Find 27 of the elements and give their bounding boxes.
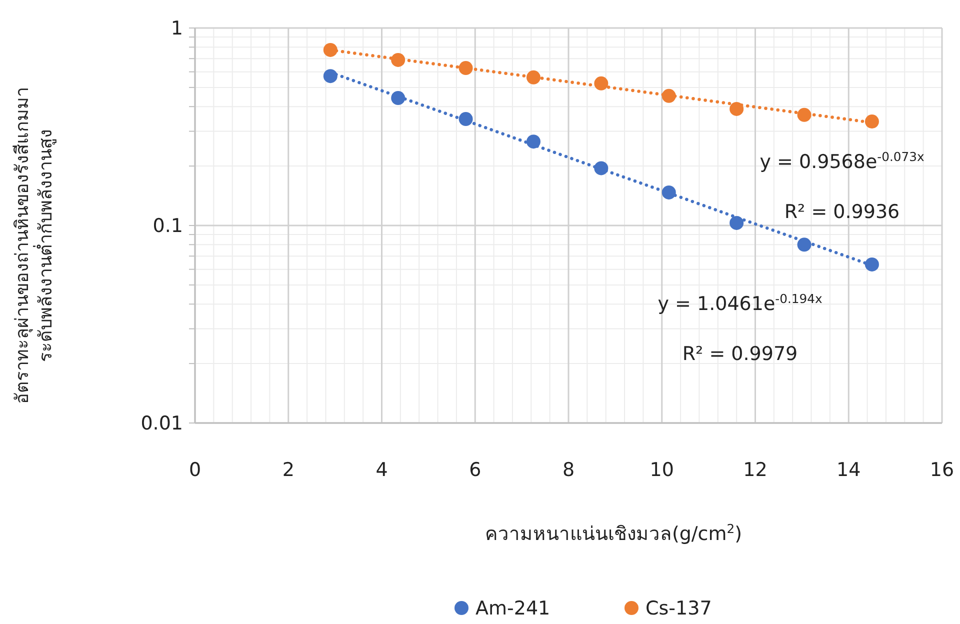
y-axis-title: อัตราทะลุผ่านของถ่านหินของรังสีแกมมา ระดับพลังงานต่ำกับพลังงานสูง: [12, 87, 56, 404]
x-tick-label: 6: [469, 459, 482, 481]
point: [864, 114, 879, 129]
y-tick-label: 1: [170, 18, 183, 40]
point: [864, 257, 879, 272]
x-tick-label: 10: [650, 459, 674, 481]
annotation: y = 0.9568e$^{-0.073x}$: [760, 150, 924, 173]
x-tick-label: 12: [743, 459, 768, 481]
x-tick-label: 4: [376, 459, 388, 481]
legend-label: Am-241: [476, 598, 550, 620]
point: [730, 102, 744, 116]
x-tick-label: 16: [930, 459, 954, 481]
x-tick-label: 8: [562, 459, 575, 481]
x-tick-label: 2: [282, 459, 294, 481]
y-tick-label: 0.1: [152, 215, 183, 238]
point: [323, 42, 338, 57]
legend-label: Cs-137: [646, 598, 712, 620]
x-axis-title: ความหนาแน่นเชิงมวล(g/cm$^{2}$): [484, 522, 742, 545]
x-tick-label: 14: [836, 459, 861, 481]
point: [526, 70, 540, 84]
x-tick-label: 0: [188, 459, 202, 481]
point: [323, 69, 338, 84]
annotation: y = 1.0461e$^{-0.194x}$: [658, 292, 822, 315]
point: [730, 216, 744, 230]
annotation: R² = 0.9979: [682, 343, 798, 365]
y-tick-label: 0.01: [140, 412, 183, 435]
annotation: R² = 0.9936: [784, 201, 900, 223]
